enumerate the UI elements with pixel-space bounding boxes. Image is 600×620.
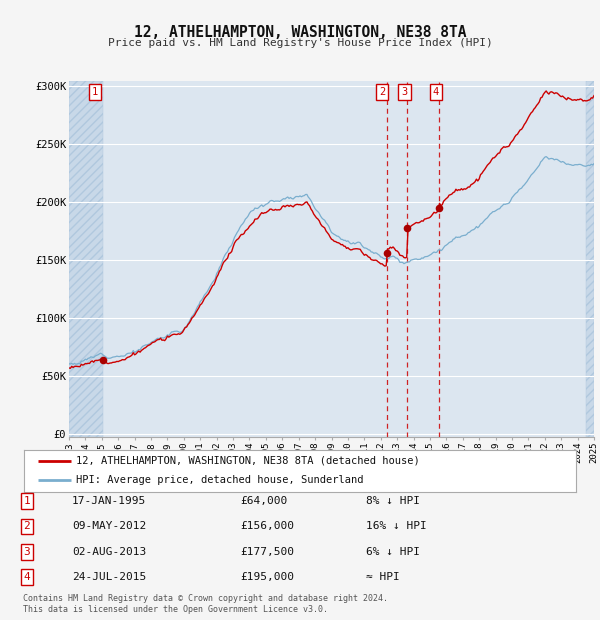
Text: HPI: Average price, detached house, Sunderland: HPI: Average price, detached house, Sund… xyxy=(76,476,364,485)
Text: 1: 1 xyxy=(23,496,31,506)
Text: 09-MAY-2012: 09-MAY-2012 xyxy=(72,521,146,531)
Text: Price paid vs. HM Land Registry's House Price Index (HPI): Price paid vs. HM Land Registry's House … xyxy=(107,38,493,48)
Text: 3: 3 xyxy=(401,87,407,97)
Bar xyxy=(586,81,594,437)
Text: 2: 2 xyxy=(379,87,385,97)
Text: £195,000: £195,000 xyxy=(240,572,294,582)
Text: 12, ATHELHAMPTON, WASHINGTON, NE38 8TA (detached house): 12, ATHELHAMPTON, WASHINGTON, NE38 8TA (… xyxy=(76,456,420,466)
Text: ≈ HPI: ≈ HPI xyxy=(366,572,400,582)
Text: 24-JUL-2015: 24-JUL-2015 xyxy=(72,572,146,582)
Text: £177,500: £177,500 xyxy=(240,547,294,557)
Text: 3: 3 xyxy=(23,547,31,557)
Text: 12, ATHELHAMPTON, WASHINGTON, NE38 8TA: 12, ATHELHAMPTON, WASHINGTON, NE38 8TA xyxy=(134,25,466,40)
Text: 1: 1 xyxy=(92,87,98,97)
Text: Contains HM Land Registry data © Crown copyright and database right 2024.
This d: Contains HM Land Registry data © Crown c… xyxy=(23,595,388,614)
Text: £156,000: £156,000 xyxy=(240,521,294,531)
Text: 17-JAN-1995: 17-JAN-1995 xyxy=(72,496,146,506)
Text: £64,000: £64,000 xyxy=(240,496,287,506)
Bar xyxy=(69,81,103,437)
Text: 16% ↓ HPI: 16% ↓ HPI xyxy=(366,521,427,531)
Text: 4: 4 xyxy=(433,87,439,97)
Text: 2: 2 xyxy=(23,521,31,531)
Text: 4: 4 xyxy=(23,572,31,582)
Text: 8% ↓ HPI: 8% ↓ HPI xyxy=(366,496,420,506)
Text: 6% ↓ HPI: 6% ↓ HPI xyxy=(366,547,420,557)
Text: 02-AUG-2013: 02-AUG-2013 xyxy=(72,547,146,557)
